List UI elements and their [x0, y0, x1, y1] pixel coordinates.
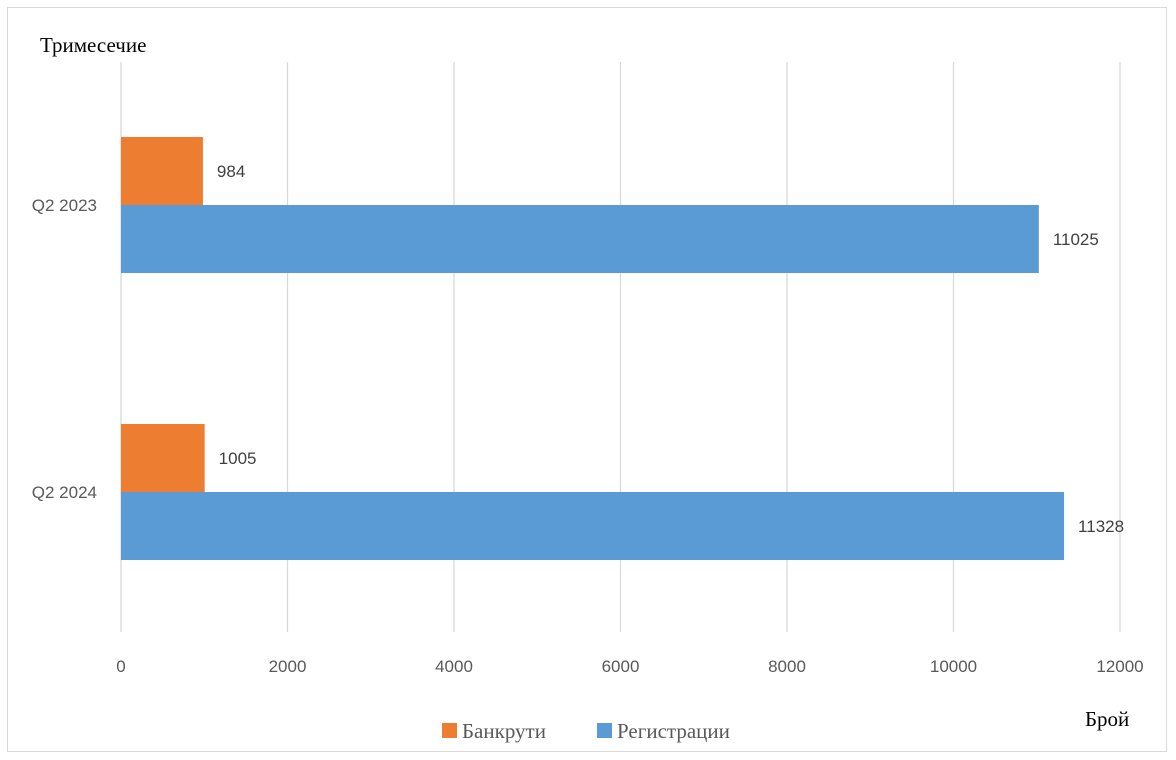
bar-registrations — [121, 205, 1039, 273]
legend-label: Регистрации — [617, 719, 730, 743]
x-tick-labels: 0 2000 4000 6000 8000 10000 12000 — [116, 657, 1143, 676]
x-tick-label: 12000 — [1096, 657, 1143, 676]
y-tick-label: Q2 2023 — [32, 196, 97, 215]
y-axis-title: Тримесечие — [40, 33, 146, 57]
x-tick-label: 2000 — [269, 657, 307, 676]
x-tick-label: 4000 — [435, 657, 473, 676]
legend-label: Банкрути — [462, 719, 546, 743]
data-label: 1005 — [219, 449, 257, 468]
data-label: 11025 — [1053, 230, 1099, 249]
x-tick-label: 6000 — [602, 657, 640, 676]
x-tick-label: 8000 — [768, 657, 806, 676]
y-tick-labels: Q2 2023 Q2 2024 — [32, 196, 97, 502]
bar-registrations — [121, 492, 1065, 560]
x-axis-title: Брой — [1085, 707, 1129, 731]
bar-bankruptcies — [121, 137, 203, 205]
x-tick-label: 0 — [116, 657, 125, 676]
legend: Банкрути Регистрации — [442, 719, 730, 743]
legend-swatch — [597, 723, 612, 738]
y-tick-label: Q2 2024 — [32, 483, 97, 502]
bar-bankruptcies — [121, 424, 205, 492]
data-label: 984 — [217, 162, 245, 181]
data-label: 11328 — [1078, 517, 1124, 536]
legend-swatch — [442, 723, 457, 738]
bars: 984 11025 1005 11328 — [121, 137, 1124, 560]
chart-frame — [7, 7, 1167, 752]
x-tick-label: 10000 — [930, 657, 977, 676]
